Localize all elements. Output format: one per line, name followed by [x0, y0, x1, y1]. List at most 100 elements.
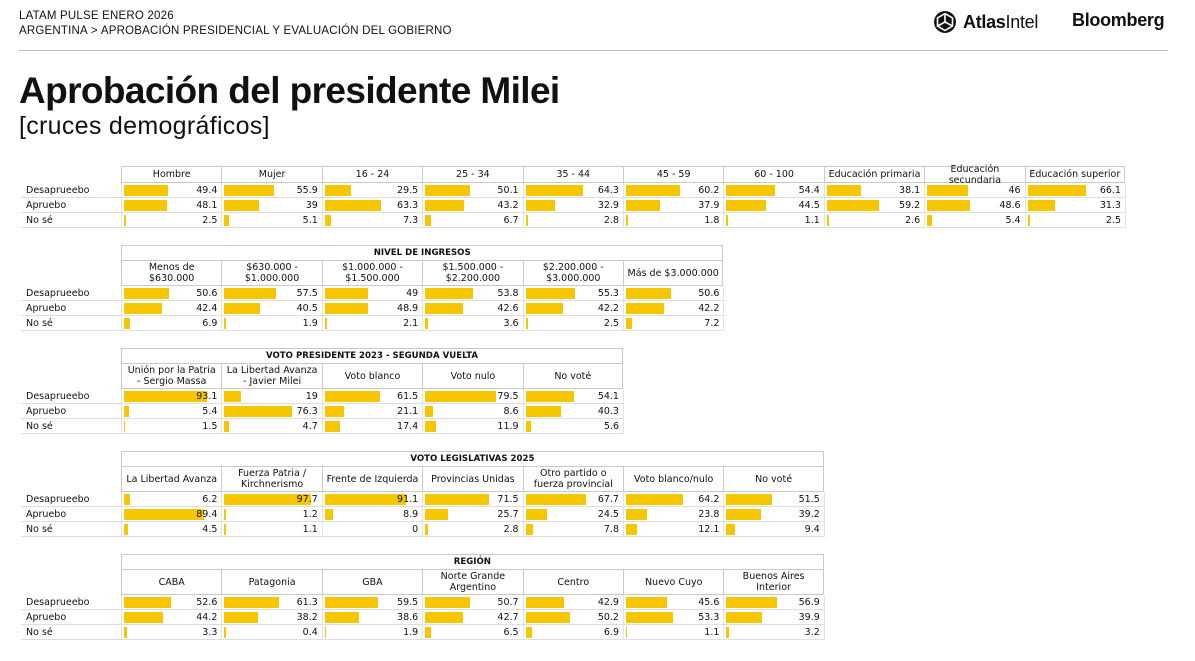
data-label: 8.9	[403, 509, 419, 520]
data-cell: 46	[924, 183, 1024, 198]
data-label: 93.1	[196, 391, 218, 402]
column-divider	[823, 595, 825, 640]
data-cell: 3.6	[422, 316, 522, 331]
column-divider	[321, 183, 323, 228]
data-label: 2.1	[403, 318, 419, 329]
data-bar	[324, 288, 369, 299]
row-divider	[21, 300, 724, 301]
page-subtitle: [cruces demográficos]	[19, 112, 270, 140]
column-divider	[221, 389, 223, 434]
data-cell: 7.2	[623, 316, 723, 331]
row-label: Apruebo	[26, 200, 67, 211]
column-header: Frente de Izquierda	[321, 466, 423, 492]
data-cell: 42.4	[121, 301, 221, 316]
data-bar	[324, 303, 369, 314]
row-divider	[21, 330, 724, 331]
data-label: 79.5	[497, 391, 519, 402]
data-bar	[124, 200, 167, 211]
crosstab-table: Hombre Mujer 16 - 24 25 - 34 35 - 44 45 - 59 6…	[21, 164, 1126, 228]
breadcrumb-section: APROBACIÓN PRESIDENCIAL Y EVALUACIÓN DEL…	[100, 25, 452, 37]
data-bar	[425, 185, 470, 196]
data-label: 76.3	[296, 406, 318, 417]
data-cell: 32.9	[523, 198, 623, 213]
column-divider	[422, 492, 424, 537]
data-cell: 61.5	[322, 389, 422, 404]
row-label: Desaprueebo	[26, 597, 90, 608]
data-bar	[626, 612, 674, 623]
data-label: 4.5	[202, 524, 218, 535]
data-label: 25.7	[497, 509, 519, 520]
column-divider	[321, 286, 323, 331]
data-bar	[324, 185, 352, 196]
column-header: Voto nulo	[422, 363, 523, 389]
data-cell: 42.7	[422, 610, 522, 625]
data-bar	[626, 303, 664, 314]
data-label: 6.5	[503, 627, 519, 638]
data-cell: 2.5	[121, 213, 221, 228]
data-label: 46	[1008, 185, 1021, 196]
column-divider	[723, 183, 725, 228]
data-label: 57.5	[296, 288, 318, 299]
column-header: 16 - 24	[321, 166, 423, 183]
data-cell: 59.2	[824, 198, 924, 213]
data-cell: 29.5	[322, 183, 422, 198]
data-cell: 23.8	[623, 507, 723, 522]
data-label: 39.2	[798, 509, 820, 520]
atlas-globe-icon	[934, 11, 956, 33]
data-bar	[124, 597, 171, 608]
data-bar	[927, 200, 971, 211]
data-bar	[324, 612, 360, 623]
group-title: VOTO PRESIDENTE 2023 - SEGUNDA VUELTA	[121, 348, 623, 363]
data-bar	[425, 391, 496, 402]
data-cell: 6.9	[523, 625, 623, 640]
data-bar	[224, 421, 229, 432]
crosstab-table: VOTO LEGISLATIVAS 2025 La Libertad Avanza…	[21, 451, 825, 537]
row-label: Apruebo	[26, 612, 67, 623]
data-cell: 5.4	[924, 213, 1024, 228]
data-bar	[726, 200, 766, 211]
header-line1: LATAM PULSE ENERO 2026	[19, 10, 174, 22]
data-label: 50.7	[497, 597, 519, 608]
data-bar	[324, 509, 333, 520]
column-divider	[221, 183, 223, 228]
data-cell: 1.1	[623, 625, 723, 640]
data-cell: 79.5	[422, 389, 522, 404]
row-divider	[21, 315, 724, 316]
data-bar	[626, 597, 667, 608]
row-label: Apruebo	[26, 303, 67, 314]
row-label: No sé	[26, 318, 53, 329]
row-divider	[21, 403, 623, 404]
data-cell: 1.9	[322, 625, 422, 640]
data-label: 42.4	[196, 303, 218, 314]
data-bar	[626, 509, 648, 520]
data-bar	[726, 612, 762, 623]
row-divider	[21, 506, 824, 507]
data-cell: 2.8	[422, 522, 522, 537]
column-header: Buenos Aires Interior	[723, 569, 824, 595]
data-cell: 48.6	[924, 198, 1024, 213]
data-bar	[927, 185, 969, 196]
group-title: NIVEL DE INGRESOS	[121, 245, 724, 260]
column-divider	[723, 492, 725, 537]
column-header: 45 - 59	[623, 166, 724, 183]
data-cell: 3.3	[121, 625, 221, 640]
data-label: 11.9	[497, 421, 519, 432]
data-bar	[324, 627, 327, 638]
data-cell: 39.9	[723, 610, 823, 625]
row-label: No sé	[26, 524, 53, 535]
data-label: 48.6	[999, 200, 1021, 211]
data-label: 53.3	[698, 612, 720, 623]
data-label: 40.3	[597, 406, 619, 417]
data-label: 8.6	[503, 406, 519, 417]
data-bar	[124, 318, 131, 329]
data-bar	[224, 597, 279, 608]
data-label: 38.2	[296, 612, 318, 623]
data-bar	[626, 215, 628, 226]
data-label: 5.6	[603, 421, 619, 432]
data-label: 50.1	[497, 185, 519, 196]
data-label: 89.4	[196, 509, 218, 520]
data-bar	[525, 509, 548, 520]
data-label: 42.2	[597, 303, 619, 314]
data-bar	[726, 509, 762, 520]
data-label: 39.9	[798, 612, 820, 623]
